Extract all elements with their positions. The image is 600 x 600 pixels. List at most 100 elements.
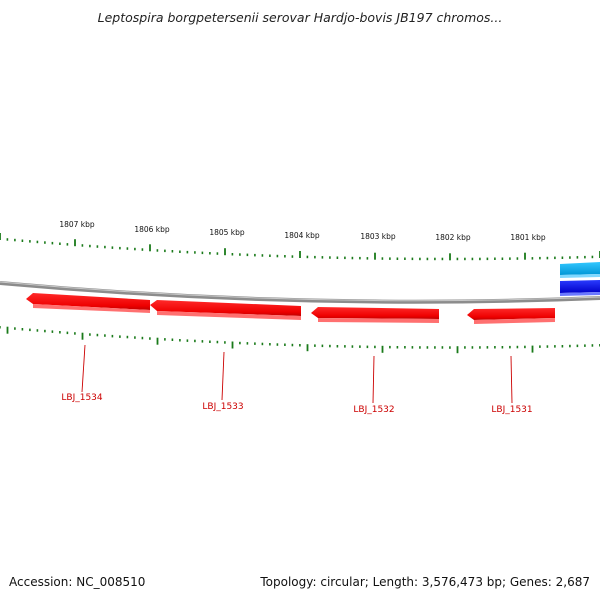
lower-minor-tick [479, 346, 481, 349]
lower-minor-tick [426, 346, 429, 349]
upper-minor-tick [591, 255, 594, 259]
lower-major-tick [231, 341, 234, 349]
upper-minor-tick [336, 256, 339, 259]
upper-major-tick [74, 239, 76, 247]
chromosome-backbone [0, 281, 600, 304]
upper-minor-tick [434, 257, 436, 261]
lower-minor-tick [344, 345, 346, 348]
lower-minor-tick [269, 343, 271, 346]
upper-minor-tick [531, 257, 534, 260]
upper-minor-tick [171, 250, 174, 253]
upper-minor-tick [231, 253, 234, 256]
lower-minor-tick [44, 329, 46, 333]
lower-minor-tick [449, 346, 451, 349]
lower-minor-tick [396, 346, 399, 349]
gene-leader-lbj-1533 [221, 351, 225, 401]
lower-minor-tick [186, 339, 189, 342]
lower-minor-tick [366, 345, 369, 349]
upper-minor-tick [426, 257, 429, 261]
upper-minor-tick [156, 249, 159, 252]
lower-minor-tick [126, 335, 129, 339]
upper-minor-tick [494, 257, 496, 260]
map-title: Leptospira borgpetersenii serovar Hardjo… [97, 10, 503, 25]
lower-minor-tick [494, 346, 496, 349]
lower-minor-tick [239, 341, 241, 345]
lower-minor-tick [0, 326, 1, 329]
upper-minor-tick [81, 244, 84, 247]
upper-major-tick [449, 253, 451, 261]
upper-minor-tick [561, 256, 564, 259]
lower-minor-tick [104, 334, 106, 337]
upper-major-tick [299, 251, 301, 258]
upper-minor-tick [321, 256, 324, 259]
lower-minor-tick [501, 346, 504, 349]
lower-minor-tick [66, 331, 69, 335]
upper-minor-tick [276, 254, 279, 258]
gene-arrow-lbj-1531[interactable] [467, 308, 555, 324]
upper-minor-tick [576, 256, 579, 259]
gene-label-lbj-1533[interactable]: LBJ_1533 [202, 402, 243, 412]
lower-minor-tick [164, 338, 166, 341]
upper-minor-tick [501, 257, 504, 260]
upper-minor-tick [21, 239, 24, 242]
lower-minor-tick [419, 346, 421, 349]
upper-minor-tick [201, 251, 204, 255]
upper-minor-tick [359, 256, 361, 260]
lower-minor-tick [96, 333, 99, 337]
lower-major-tick [456, 346, 459, 354]
upper-minor-tick [239, 253, 241, 256]
lower-minor-tick [591, 344, 594, 347]
upper-minor-tick [471, 257, 474, 261]
upper-minor-tick [254, 253, 256, 257]
upper-minor-tick [411, 257, 414, 261]
gene-arrow-lbj-1534[interactable] [26, 293, 150, 313]
gene-label-lbj-1531[interactable]: LBJ_1531 [491, 405, 532, 415]
lower-minor-tick [486, 346, 489, 349]
upper-minor-tick [419, 257, 421, 261]
forward-gene-a[interactable] [560, 262, 600, 278]
upper-minor-tick [261, 254, 264, 257]
upper-minor-tick [381, 257, 384, 260]
scale-ticks-lower [0, 326, 600, 354]
lower-major-tick [531, 345, 534, 353]
upper-minor-tick [44, 241, 46, 244]
upper-minor-tick [216, 252, 219, 255]
upper-minor-tick [479, 257, 481, 261]
gene-leader-lbj-1534 [81, 344, 86, 393]
upper-minor-tick [134, 247, 136, 251]
lower-minor-tick [561, 345, 564, 348]
upper-minor-tick [464, 257, 466, 261]
gene-label-lbj-1532[interactable]: LBJ_1532 [353, 405, 394, 415]
lower-minor-tick [119, 335, 121, 338]
lower-minor-tick [404, 346, 406, 349]
upper-minor-tick [29, 240, 31, 243]
upper-minor-tick [314, 255, 316, 259]
upper-minor-tick [179, 250, 181, 253]
upper-minor-tick [441, 257, 444, 261]
upper-minor-tick [66, 243, 69, 246]
upper-minor-tick [486, 257, 489, 261]
upper-major-tick [0, 233, 1, 240]
upper-minor-tick [51, 241, 54, 245]
gene-arrow-lbj-1532[interactable] [311, 307, 439, 323]
lower-major-tick [81, 332, 84, 340]
upper-minor-tick [269, 254, 271, 257]
lower-minor-tick [134, 336, 136, 339]
upper-minor-tick [569, 256, 571, 259]
lower-minor-tick [584, 344, 586, 347]
lower-minor-tick [434, 346, 436, 349]
upper-minor-tick [246, 253, 249, 257]
lower-major-tick [381, 345, 384, 353]
gene-leader-lbj-1532 [372, 355, 375, 404]
lower-major-tick [6, 326, 9, 334]
lower-minor-tick [29, 328, 31, 332]
upper-minor-tick [456, 257, 459, 261]
forward-gene-b[interactable] [560, 280, 600, 296]
chromosome-backbone-highlight [0, 281, 600, 302]
gene-arrow-lbj-1533[interactable] [150, 300, 301, 320]
lower-minor-tick [374, 345, 376, 349]
lower-minor-tick [254, 342, 256, 345]
upper-minor-tick [36, 240, 39, 244]
gene-label-lbj-1534[interactable]: LBJ_1534 [61, 393, 103, 403]
